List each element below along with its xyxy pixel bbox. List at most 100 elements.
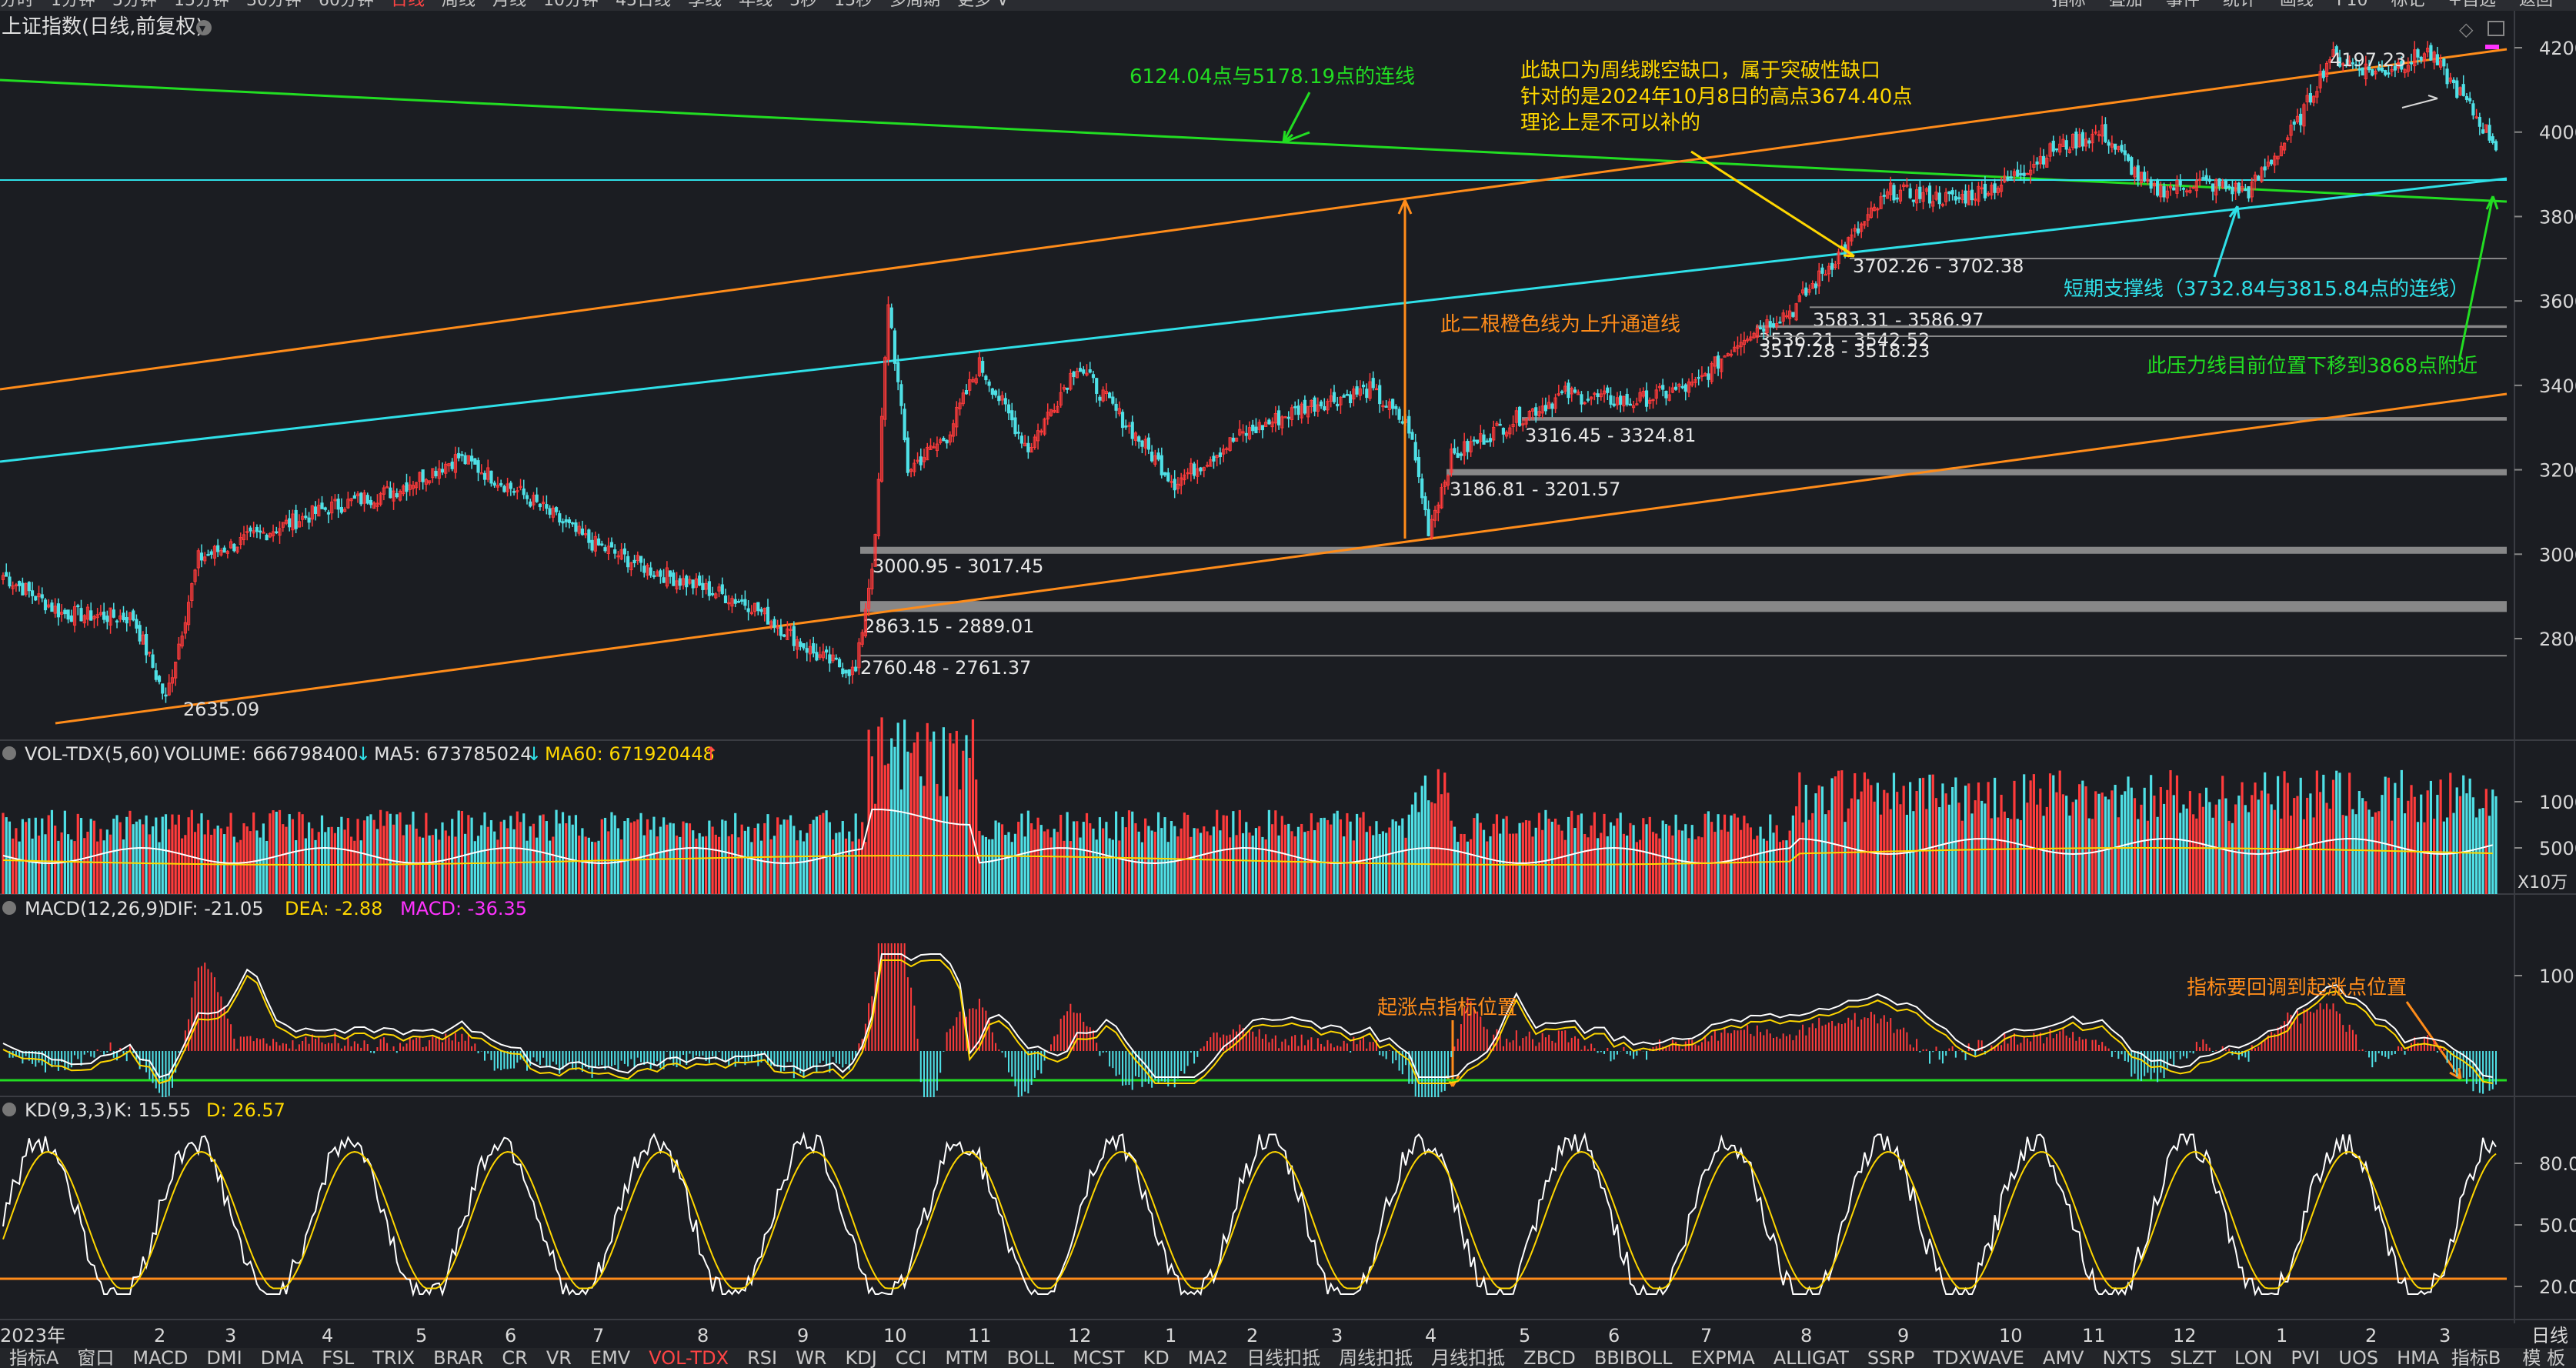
period-tab-8[interactable]: 月线 <box>492 0 527 10</box>
corner-icons[interactable]: ◇ <box>2459 18 2504 49</box>
indicator-tab-14[interactable]: KDJ <box>845 1348 877 1368</box>
indicator-tab-5[interactable]: FSL <box>322 1348 355 1368</box>
candle-body <box>1635 403 1639 405</box>
indicator-tab-24[interactable]: ZBCD <box>1523 1348 1576 1368</box>
indicator-tab-20[interactable]: MA2 <box>1187 1348 1229 1368</box>
indicator-tab-30[interactable]: AMV <box>2042 1348 2084 1368</box>
toolbar-item-2[interactable]: 事件 <box>2165 0 2200 10</box>
candle-body <box>1205 465 1210 467</box>
volume-bar <box>295 840 298 894</box>
indicator-tab-16[interactable]: MTM <box>945 1348 989 1368</box>
indicator-tab-8[interactable]: CR <box>502 1348 528 1368</box>
volume-bar <box>311 828 314 894</box>
period-tab-1[interactable]: 1分钟 <box>51 0 96 10</box>
candle-body <box>473 458 477 465</box>
period-tab-16[interactable]: 更多 ∨ <box>957 0 1009 10</box>
period-tab-10[interactable]: 45日线 <box>616 0 672 10</box>
indicator-tab-11[interactable]: VOL-TDX <box>649 1348 729 1368</box>
toolbar-item-5[interactable]: F10 <box>2336 0 2368 10</box>
indicator-tab-25[interactable]: BBIBOLL <box>1593 1348 1673 1368</box>
toolbar-item-7[interactable]: +自选 <box>2448 0 2496 10</box>
period-tab-2[interactable]: 5分钟 <box>112 0 158 10</box>
indicator-tab-33[interactable]: LON <box>2234 1348 2273 1368</box>
candle-body <box>1453 448 1457 454</box>
indicator-tab-0[interactable]: 指标A <box>9 1348 59 1368</box>
indicator-tab-18[interactable]: MCST <box>1073 1348 1125 1368</box>
volume-bar <box>1476 813 1479 894</box>
indicator-tab-3[interactable]: DMI <box>206 1348 242 1368</box>
low-point-label: 2635.09 <box>183 699 259 720</box>
period-tab-13[interactable]: 5秒 <box>789 0 818 10</box>
indicator-tab-36[interactable]: HMA <box>2397 1348 2440 1368</box>
indicator-tab-31[interactable]: NXTS <box>2102 1348 2152 1368</box>
candle-body <box>1209 459 1213 467</box>
volume-bar <box>1043 831 1046 894</box>
period-tab-14[interactable]: 15秒 <box>834 0 873 10</box>
candle-body <box>40 594 44 599</box>
period-tab-15[interactable]: 多周期 <box>889 0 941 10</box>
toolbar-item-8[interactable]: 返回 <box>2518 0 2553 10</box>
volume-bar <box>1710 822 1713 894</box>
indicator-tab-34[interactable]: PVI <box>2291 1348 2321 1368</box>
indicator-tab-27[interactable]: ALLIGAT <box>1773 1348 1849 1368</box>
indicator-tabs-right: 指标B 模 板 <box>2440 1348 2576 1368</box>
indicator-tab-7[interactable]: BRAR <box>433 1348 484 1368</box>
indicator-tab-21[interactable]: 日线扣抵 <box>1246 1348 1321 1368</box>
indicator-tab-23[interactable]: 月线扣抵 <box>1431 1348 1506 1368</box>
toolbar-item-4[interactable]: 画线 <box>2279 0 2314 10</box>
period-tab-3[interactable]: 15分钟 <box>174 0 230 10</box>
indicator-tab-35[interactable]: UOS <box>2338 1348 2379 1368</box>
period-tab-7[interactable]: 周线 <box>442 0 476 10</box>
volume-bar <box>499 821 502 894</box>
indicator-tab-32[interactable]: SLZT <box>2170 1348 2217 1368</box>
candle-body <box>421 469 425 482</box>
candle-body <box>2397 62 2401 68</box>
candle-body <box>440 469 445 473</box>
indicator-tab-12[interactable]: RSI <box>747 1348 778 1368</box>
toolbar-item-0[interactable]: 指标 <box>2051 0 2086 10</box>
settings-icon[interactable]: ▾ <box>196 20 212 35</box>
kline-chart[interactable]: 42004000380036003400320030002800 3702.26… <box>0 11 2576 1348</box>
indicator-tab-13[interactable]: WR <box>796 1348 827 1368</box>
candle-body <box>2114 143 2117 150</box>
indicator-tab-19[interactable]: KD <box>1143 1348 1170 1368</box>
period-tab-6[interactable]: 日线 <box>391 0 425 10</box>
indicator-tab-right-0[interactable]: 指标B <box>2451 1348 2501 1368</box>
indicator-tab-2[interactable]: MACD <box>132 1348 189 1368</box>
period-tab-11[interactable]: 季线 <box>688 0 722 10</box>
indicator-tab-4[interactable]: DMA <box>260 1348 304 1368</box>
indicator-tab-6[interactable]: TRIX <box>372 1348 415 1368</box>
toolbar-item-6[interactable]: 标记 <box>2391 0 2425 10</box>
indicator-tab-15[interactable]: CCI <box>895 1348 927 1368</box>
volume-bar <box>1941 783 1944 894</box>
indicator-tab-10[interactable]: EMV <box>589 1348 631 1368</box>
period-tab-4[interactable]: 30分钟 <box>246 0 302 10</box>
volume-bar <box>1987 782 1990 894</box>
volume-bar <box>1508 833 1511 894</box>
indicator-tab-28[interactable]: SSRP <box>1867 1348 1915 1368</box>
volume-bar <box>265 840 269 894</box>
indicator-tab-17[interactable]: BOLL <box>1006 1348 1055 1368</box>
volume-bar <box>2322 774 2325 894</box>
candle-body <box>756 602 760 612</box>
indicator-tab-29[interactable]: TDXWAVE <box>1933 1348 2024 1368</box>
volume-bar <box>2172 795 2175 894</box>
period-tab-12[interactable]: 年线 <box>739 0 773 10</box>
gap-note-line3: 理论上是不可以补的 <box>1520 112 1700 135</box>
period-tab-0[interactable]: 分时 <box>0 0 35 10</box>
indicator-tab-right-1[interactable]: 模 板 <box>2522 1348 2565 1368</box>
period-tab-9[interactable]: 10分钟 <box>543 0 599 10</box>
candle-body <box>1336 403 1340 407</box>
candle-body <box>642 566 646 573</box>
candle-body <box>2204 175 2208 181</box>
indicator-tab-26[interactable]: EXPMA <box>1690 1348 1755 1368</box>
volume-bar <box>405 824 409 894</box>
candle-body <box>1456 452 1460 459</box>
candle-body <box>2168 185 2173 189</box>
period-tab-5[interactable]: 60分钟 <box>319 0 375 10</box>
toolbar-item-3[interactable]: 统计 <box>2222 0 2257 10</box>
indicator-tab-9[interactable]: VR <box>546 1348 572 1368</box>
toolbar-item-1[interactable]: 叠加 <box>2108 0 2143 10</box>
indicator-tab-1[interactable]: 窗口 <box>77 1348 115 1368</box>
indicator-tab-22[interactable]: 周线扣抵 <box>1339 1348 1413 1368</box>
